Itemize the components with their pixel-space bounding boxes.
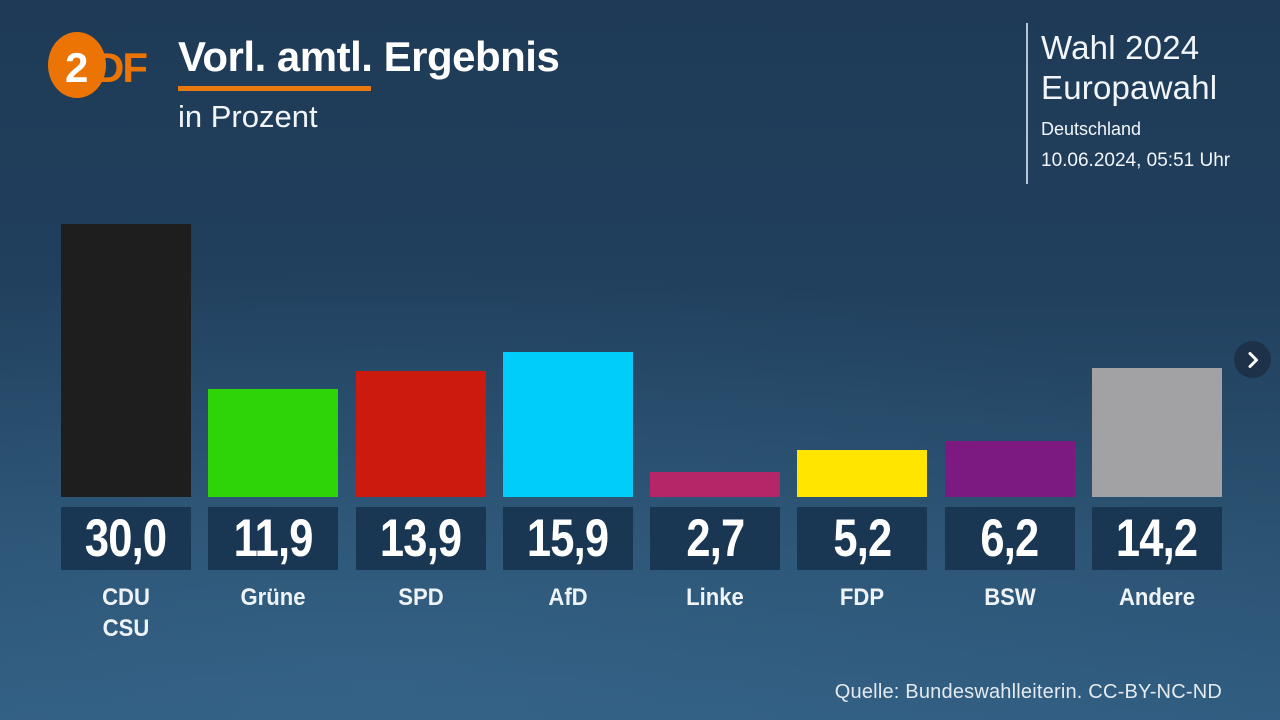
election-info-panel: Wahl 2024 Europawahl Deutschland 10.06.2…: [1026, 23, 1230, 184]
election-name: Wahl 2024: [1041, 29, 1200, 66]
bar-party-label: Linke: [686, 584, 744, 611]
election-timestamp: 10.06.2024, 05:51 Uhr: [1041, 150, 1231, 171]
bar: [944, 441, 1075, 497]
election-type: Europawahl: [1041, 69, 1218, 106]
bar-stack: [1091, 224, 1222, 497]
source-credit: Quelle: Bundeswahlleiterin. CC-BY-NC-ND: [834, 681, 1222, 703]
bar-value: 30,0: [85, 509, 167, 568]
page-title: Vorl. amtl. Ergebnis: [178, 33, 560, 80]
chevron-right-icon: [1248, 351, 1258, 368]
page-subtitle: in Prozent: [178, 99, 318, 134]
bar-column: 2,7 Linke: [650, 224, 781, 644]
bar-value: 11,9: [233, 509, 314, 568]
bar-column: 30,0 CDU CSU: [61, 224, 191, 644]
bar-chart: 30,0 CDU CSU 11,9 Grüne 13,9 SPD: [61, 224, 1222, 644]
bar-party-label: CDU CSU: [102, 584, 150, 642]
bar: [208, 389, 339, 497]
bar-column: 5,2 FDP: [797, 224, 928, 644]
bar-stack: [797, 224, 928, 497]
bar-stack: [61, 224, 191, 497]
bar-value-box: 13,9: [355, 507, 486, 570]
bar-stack: [208, 224, 339, 497]
bar-value: 14,2: [1116, 509, 1198, 568]
bar: [355, 371, 486, 497]
bar-stack: [650, 224, 781, 497]
bar-value-box: 14,2: [1091, 507, 1222, 570]
bar: [61, 224, 191, 497]
bar-value-box: 5,2: [797, 507, 928, 570]
bar: [502, 352, 633, 497]
bar-value: 6,2: [980, 509, 1040, 568]
bar-value: 5,2: [833, 509, 892, 568]
bar-party-label: Andere: [1118, 584, 1196, 611]
bar-column: 6,2 BSW: [944, 224, 1075, 644]
next-slide-button[interactable]: [1234, 341, 1271, 378]
bar-column: 14,2 Andere: [1091, 224, 1222, 644]
bar-party-label: FDP: [840, 584, 885, 611]
zdf-logo-2: 2: [65, 44, 88, 91]
bar-value: 15,9: [527, 509, 609, 568]
bar-column: 13,9 SPD: [355, 224, 486, 644]
bar-stack: [502, 224, 633, 497]
bar-party-label: Grüne: [240, 584, 306, 611]
bar-column: 15,9 AfD: [502, 224, 633, 644]
bar-value-box: 6,2: [944, 507, 1075, 570]
bar-party-label: SPD: [397, 584, 444, 611]
bar-value: 2,7: [686, 509, 745, 568]
bar-value-box: 30,0: [61, 507, 191, 570]
bar-value-box: 15,9: [502, 507, 633, 570]
bar: [650, 472, 781, 497]
bar-value-box: 2,7: [650, 507, 781, 570]
bar-stack: [944, 224, 1075, 497]
bar-party-label: BSW: [983, 584, 1036, 611]
bar-column: 11,9 Grüne: [208, 224, 339, 644]
zdf-logo: 2 DF: [48, 31, 148, 99]
bar: [797, 450, 928, 497]
title-underline: [178, 86, 371, 91]
bar-party-label: AfD: [548, 584, 588, 611]
bar-value-box: 11,9: [208, 507, 339, 570]
bar: [1091, 368, 1222, 497]
bar-value: 13,9: [379, 509, 462, 568]
election-region: Deutschland: [1041, 119, 1142, 139]
zdf-logo-circle: [48, 32, 106, 98]
bar-stack: [355, 224, 486, 497]
zdf-logo-df: DF: [94, 44, 148, 91]
